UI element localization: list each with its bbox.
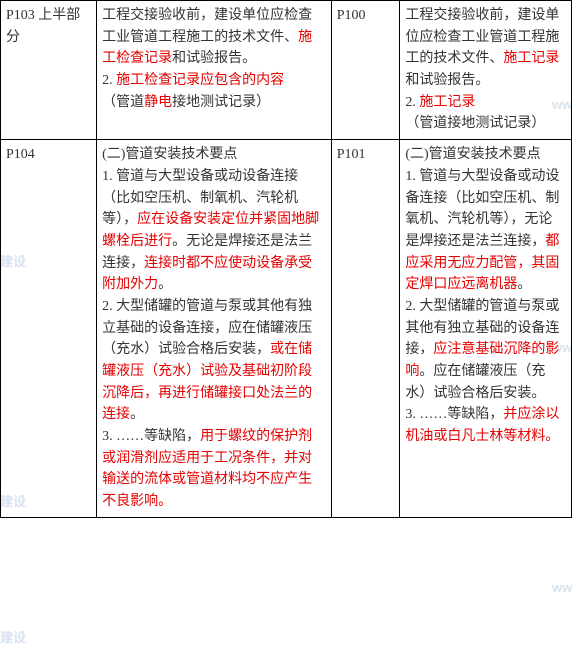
paragraph: 2. 施工记录 [405, 92, 566, 114]
paragraph: 3. ……等缺陷，用于螺纹的保护剂或润滑剂应适用于工况条件，并对输送的流体或管道… [102, 426, 326, 513]
content-right: (二)管道安装技术要点 1. 管道与大型设备或动设备连接（比如空压机、制氧机、汽轮… [400, 140, 572, 518]
text: 。 [130, 407, 144, 422]
paragraph: (二)管道安装技术要点 [405, 144, 566, 166]
watermark: www. [552, 578, 572, 599]
content-left: 工程交接验收前，建设单位应检查工业管道工程施工的技术文件、施工检查记录和试验报告… [97, 1, 332, 140]
highlighted-text: 静电 [144, 95, 172, 110]
highlighted-text: 施工检查记录应包含的内容 [116, 73, 284, 88]
highlighted-text: 施工记录 [419, 95, 475, 110]
page-ref-right: P101 [331, 140, 400, 518]
text: 3. ……等缺陷， [405, 407, 503, 422]
paragraph: 2. 大型储罐的管道与泵或其他有独立基础的设备连接，应注意基础沉降的影响。应在储… [405, 296, 566, 404]
text: （管道接地测试记录） [405, 116, 545, 131]
text: 工程交接验收前，建设单位应检查工业管道工程施工的技术文件、 [102, 8, 312, 45]
paragraph: （管道静电接地测试记录） [102, 92, 326, 114]
watermark: 建设 [0, 628, 26, 649]
paragraph: 1. 管道与大型设备或动设备连接（比如空压机、制氧机、汽轮机等），无论是焊接还是… [405, 166, 566, 296]
paragraph: 2. 施工检查记录应包含的内容 [102, 70, 326, 92]
text: 和试验报告。 [172, 51, 256, 66]
text: 和试验报告。 [405, 73, 489, 88]
paragraph: 1. 管道与大型设备或动设备连接（比如空压机、制氧机、汽轮机等），应在设备安装定… [102, 166, 326, 296]
paragraph: 3. ……等缺陷，并应涂以机油或白凡士林等材料。 [405, 404, 566, 447]
text: 接地测试记录） [172, 95, 270, 110]
paragraph: 工程交接验收前，建设单位应检查工业管道工程施工的技术文件、施工记录和试验报告。 [405, 5, 566, 92]
paragraph: （管道接地测试记录） [405, 113, 566, 135]
highlighted-text: 施工记录 [503, 51, 559, 66]
paragraph: (二)管道安装技术要点 [102, 144, 326, 166]
paragraph: 2. 大型储罐的管道与泵或其他有独立基础的设备连接，应在储罐液压（充水）试验合格… [102, 296, 326, 426]
text: 1. 管道与大型设备或动设备连接（比如空压机、制氧机、汽轮机等），无论是焊接还是… [405, 169, 559, 249]
page-ref-left: P103 上半部分 [1, 1, 97, 140]
comparison-table: P103 上半部分工程交接验收前，建设单位应检查工业管道工程施工的技术文件、施工… [0, 0, 572, 518]
page-ref-right: P100 [331, 1, 400, 140]
content-right: 工程交接验收前，建设单位应检查工业管道工程施工的技术文件、施工记录和试验报告。2… [400, 1, 572, 140]
table-row: P103 上半部分工程交接验收前，建设单位应检查工业管道工程施工的技术文件、施工… [1, 1, 572, 140]
text: （管道 [102, 95, 144, 110]
text: 3. ……等缺陷， [102, 429, 200, 444]
text: (二)管道安装技术要点 [405, 147, 540, 162]
text: 。应在储罐液压（充水）试验合格后安装。 [405, 364, 545, 401]
text: (二)管道安装技术要点 [102, 147, 237, 162]
text: 2. [102, 73, 116, 88]
text: 2. [405, 95, 419, 110]
text: 。 [517, 277, 531, 292]
text: 。 [158, 277, 172, 292]
page-ref-left: P104 [1, 140, 97, 518]
content-left: (二)管道安装技术要点 1. 管道与大型设备或动设备连接（比如空压机、制氧机、汽轮… [97, 140, 332, 518]
table-row: P104 (二)管道安装技术要点 1. 管道与大型设备或动设备连接（比如空压机、制氧… [1, 140, 572, 518]
paragraph: 工程交接验收前，建设单位应检查工业管道工程施工的技术文件、施工检查记录和试验报告… [102, 5, 326, 70]
